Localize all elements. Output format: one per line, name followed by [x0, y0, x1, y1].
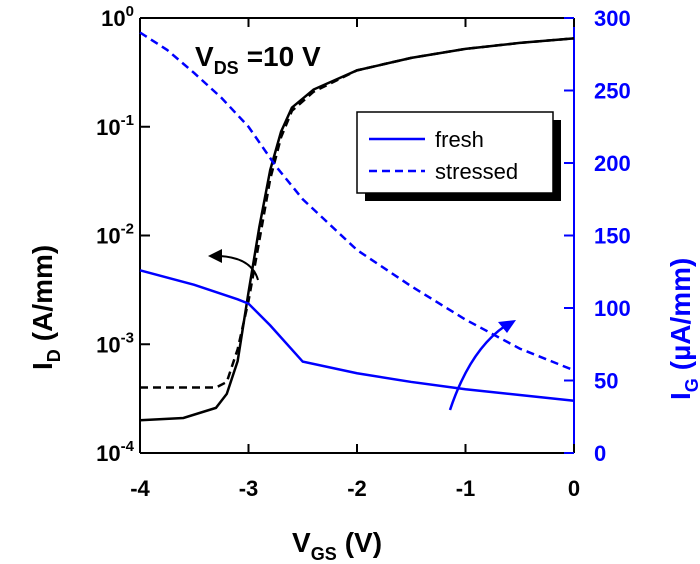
plot-area: -4 -3 -2 -1 0 10-4 10-3 10-2 10-1 100 0 50 100 150 200…	[27, 3, 700, 564]
legend-label: stressed	[435, 159, 518, 184]
y-axis-label: ID (A/mm)	[27, 245, 64, 370]
x-tick-label: -4	[130, 476, 150, 501]
y2-tick-label: 200	[594, 151, 631, 176]
y-tick-label: 100	[101, 3, 134, 31]
series-line	[139, 31, 575, 372]
arrow-head	[208, 249, 222, 263]
y2-axis-label: IG (µA/mm)	[665, 258, 700, 400]
y2-tick-label: 0	[594, 441, 606, 466]
x-axis-label: VGS (V)	[292, 527, 382, 564]
y2-axis-label-main: I	[665, 392, 696, 400]
y-tick-label: 10-1	[96, 112, 134, 140]
x-axis-label-rest: (V)	[345, 527, 382, 558]
annotation-main: V	[195, 41, 214, 72]
y-tick-label: 10-4	[96, 438, 134, 466]
annotation: VDS =10 V	[195, 41, 321, 78]
legend-box	[356, 111, 554, 194]
y2-tick-label: 50	[594, 369, 618, 394]
y-axis-label-rest: (A/mm)	[27, 245, 58, 341]
series-line	[140, 37, 575, 389]
x-axis-label-sub: GS	[311, 544, 337, 564]
arrow-head	[498, 320, 516, 333]
y-axis-label-main: I	[27, 362, 58, 370]
series-line	[139, 269, 575, 403]
y-tick-label: 10-2	[96, 221, 134, 249]
x-tick-label: -1	[456, 476, 476, 501]
y-tick-label: 10-3	[96, 329, 134, 357]
arrow	[219, 255, 259, 281]
y2-axis-label-sub: G	[682, 378, 700, 392]
arrow	[448, 324, 506, 411]
y2-tick-label: 150	[594, 224, 631, 249]
x-tick-label: -2	[347, 476, 367, 501]
annotation-rest: =10 V	[247, 41, 321, 72]
y2-axis-label-rest: (µA/mm)	[665, 258, 696, 371]
x-tick-label: 0	[568, 476, 580, 501]
x-tick-label: -3	[239, 476, 259, 501]
y2-tick-label: 250	[594, 79, 631, 104]
y2-tick-label: 300	[594, 6, 631, 31]
x-axis-label-main: V	[292, 527, 311, 558]
legend-label: fresh	[435, 127, 484, 152]
annotation-sub: DS	[214, 58, 239, 78]
series-line	[139, 37, 575, 422]
y2-tick-label: 100	[594, 296, 631, 321]
y-axis-label-sub: D	[44, 349, 64, 362]
